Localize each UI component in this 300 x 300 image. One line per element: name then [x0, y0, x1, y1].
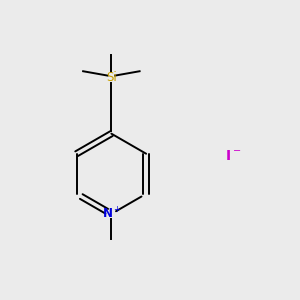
Text: Si: Si: [106, 71, 117, 84]
Text: N$^+$: N$^+$: [102, 206, 121, 222]
Text: I$^-$: I$^-$: [225, 149, 242, 163]
